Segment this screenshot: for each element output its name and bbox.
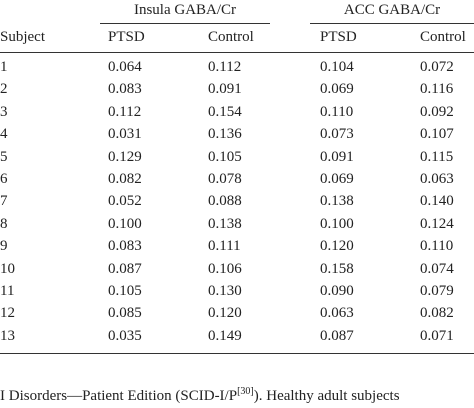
table-cell: 0.107 <box>420 126 454 143</box>
table-cell: 0.138 <box>208 215 242 232</box>
table-cell: 0.092 <box>420 103 454 120</box>
bottom-rule <box>0 353 474 354</box>
table-cell: 0.071 <box>420 327 454 344</box>
table-cell: 0.063 <box>320 305 354 322</box>
table-cell: 0.035 <box>108 327 142 344</box>
table-cell: 0.087 <box>108 260 142 277</box>
footer-text: I Disorders—Patient Edition (SCID-I/P[30… <box>0 386 400 405</box>
table-cell: 0.136 <box>208 126 242 143</box>
table-cell: 0.110 <box>320 103 354 120</box>
table-cell: 0.149 <box>208 327 242 344</box>
table-cell: 0.082 <box>420 305 454 322</box>
column-header: Subject <box>0 29 45 45</box>
table-cell: 0.085 <box>108 305 142 322</box>
table-cell: 0.104 <box>320 59 354 75</box>
row-label: 4 <box>0 126 8 143</box>
table-cell: 0.083 <box>108 81 142 98</box>
footer-text-part: ). Healthy adult subjects <box>253 388 400 404</box>
table-cell: 0.069 <box>320 81 354 98</box>
row-label: 7 <box>0 193 8 210</box>
table-cell: 0.111 <box>208 238 241 255</box>
table-cell: 0.073 <box>320 126 354 143</box>
table-cell: 0.083 <box>108 238 142 255</box>
header-rule <box>0 52 474 53</box>
row-label: 8 <box>0 215 8 232</box>
table-cell: 0.078 <box>208 171 242 187</box>
table-cell: 0.087 <box>320 327 354 344</box>
footer-text-part: I Disorders—Patient Edition (SCID-I/P <box>0 388 238 404</box>
table-cell: 0.105 <box>108 283 142 299</box>
table-cell: 0.130 <box>208 283 242 299</box>
table-cell: 0.074 <box>420 260 454 277</box>
table-cell: 0.116 <box>420 81 454 98</box>
table-cell: 0.106 <box>208 260 242 277</box>
table-cell: 0.140 <box>420 193 454 210</box>
column-header: Control <box>208 29 254 45</box>
table-cell: 0.082 <box>108 171 142 187</box>
table-cell: 0.079 <box>420 283 454 299</box>
row-label: 12 <box>0 305 15 322</box>
table-cell: 0.072 <box>420 59 454 75</box>
table-cell: 0.120 <box>208 305 242 322</box>
table-cell: 0.158 <box>320 260 354 277</box>
table-cell: 0.100 <box>320 215 354 232</box>
table-cell: 0.115 <box>420 148 454 165</box>
row-label: 10 <box>0 260 15 277</box>
row-label: 3 <box>0 103 8 120</box>
row-label: 2 <box>0 81 8 98</box>
citation: [30] <box>237 386 254 397</box>
row-label: 9 <box>0 238 8 255</box>
table-cell: 0.110 <box>420 238 454 255</box>
table-cell: 0.120 <box>320 238 354 255</box>
row-label: 1 <box>0 59 8 75</box>
table-cell: 0.088 <box>208 193 242 210</box>
table-cell: 0.112 <box>108 103 142 120</box>
table-cell: 0.063 <box>420 171 454 187</box>
column-header: Control <box>420 29 466 45</box>
table-cell: 0.129 <box>108 148 142 165</box>
group-rule <box>310 23 474 24</box>
table-cell: 0.091 <box>208 81 242 98</box>
table-cell: 0.105 <box>208 148 242 165</box>
row-label: 11 <box>0 283 15 299</box>
row-label: 13 <box>0 327 15 344</box>
table-cell: 0.090 <box>320 283 354 299</box>
table-cell: 0.100 <box>108 215 142 232</box>
table-cell: 0.052 <box>108 193 142 210</box>
column-header: PTSD <box>108 29 145 45</box>
group-header: Insula GABA/Cr <box>133 2 237 18</box>
group-rule <box>100 23 270 24</box>
table-cell: 0.124 <box>420 215 454 232</box>
row-label: 6 <box>0 171 8 187</box>
group-header: ACC GABA/Cr <box>343 2 441 18</box>
table-cell: 0.112 <box>208 59 242 75</box>
row-label: 5 <box>0 148 8 165</box>
column-header: PTSD <box>320 29 357 45</box>
table-cell: 0.138 <box>320 193 354 210</box>
table-cell: 0.154 <box>208 103 242 120</box>
table-cell: 0.064 <box>108 59 142 75</box>
table-cell: 0.091 <box>320 148 354 165</box>
table-cell: 0.031 <box>108 126 142 143</box>
table-cell: 0.069 <box>320 171 354 187</box>
